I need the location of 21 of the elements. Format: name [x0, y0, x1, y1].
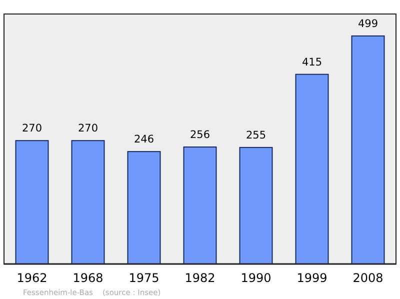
bar [15, 140, 49, 264]
x-tick-label: 1975 [128, 271, 160, 285]
x-tick-label: 1999 [296, 271, 328, 285]
bar [239, 146, 273, 264]
bar [351, 35, 385, 264]
data-label: 270 [22, 122, 42, 135]
data-label: 270 [78, 122, 98, 135]
bar [183, 146, 217, 264]
bar [71, 140, 105, 264]
x-tick-label: 1990 [240, 271, 272, 285]
bar [295, 74, 329, 264]
data-label: 246 [134, 134, 154, 146]
x-tick-label: 1962 [16, 271, 48, 285]
x-tick-label: 2008 [352, 271, 384, 285]
x-tick-label: 1982 [184, 271, 216, 285]
x-tick-label: 1968 [72, 271, 104, 285]
data-label: 256 [190, 129, 210, 141]
data-label: 415 [302, 56, 322, 68]
bar [127, 151, 161, 264]
data-label: 499 [358, 18, 378, 30]
data-label: 255 [246, 129, 266, 142]
